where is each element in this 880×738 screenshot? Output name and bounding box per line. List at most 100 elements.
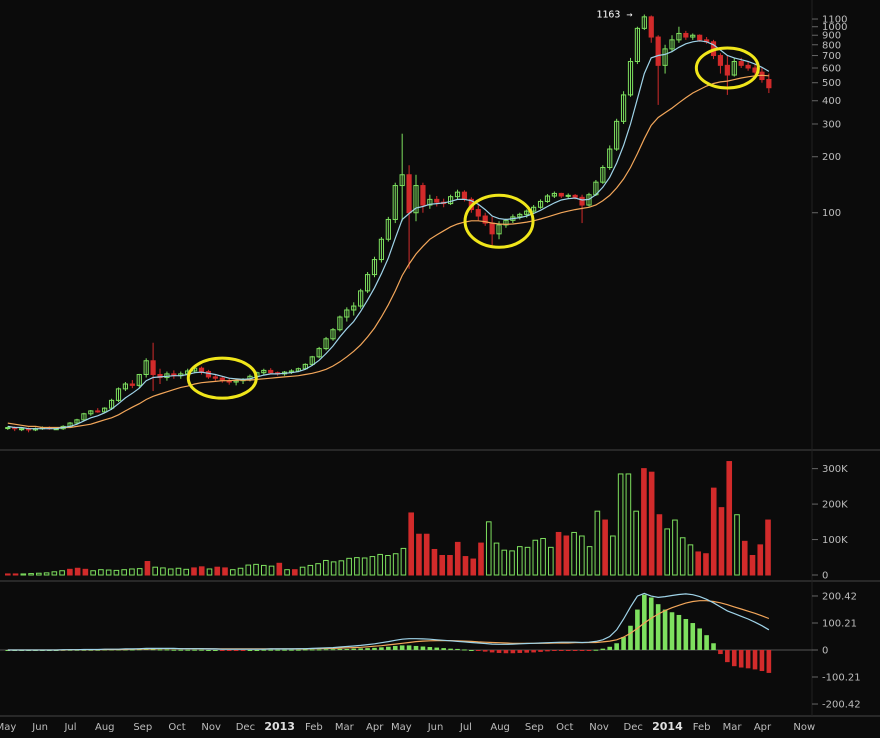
volume-bar (532, 539, 539, 576)
candle (150, 342, 156, 392)
volume-bar (160, 567, 166, 576)
candle (551, 191, 557, 199)
volume-bar (276, 562, 283, 576)
candle (330, 328, 336, 341)
volume-bar (726, 461, 733, 576)
candle-body (489, 222, 495, 235)
candle-body (81, 413, 87, 421)
volume-bar (129, 568, 135, 576)
x-axis-label: May (0, 722, 16, 733)
candle (371, 256, 378, 278)
price-y-tick-label: 100 (822, 208, 841, 219)
macd-histogram-bar (130, 649, 135, 651)
macd-histogram-bar (683, 619, 689, 650)
candle-body (627, 61, 634, 96)
volume-bar (113, 569, 120, 576)
macd-histogram-bar (268, 649, 274, 651)
highlight-circles (186, 46, 760, 400)
ma-fast-line (7, 40, 770, 430)
candle-body (448, 196, 454, 205)
volume-bar (284, 569, 290, 576)
candle-body (5, 427, 11, 430)
highlight-ellipse (186, 356, 258, 400)
candle (683, 30, 689, 40)
candle-body (537, 200, 544, 208)
x-axis-label: Sep (133, 722, 152, 733)
macd-histogram-bar (330, 649, 336, 651)
candle-body (74, 419, 80, 424)
macd-line (7, 592, 770, 651)
candle-body (614, 120, 620, 150)
macd-histogram-bar (275, 649, 280, 651)
candle (745, 61, 751, 71)
macd-histogram-bar (386, 646, 391, 650)
macd-y-tick-label: 200.42 (822, 591, 857, 602)
candle (323, 336, 329, 351)
macd-histogram-bar (247, 650, 253, 651)
macd-histogram-bar (226, 650, 232, 651)
macd-histogram-bar (399, 645, 405, 650)
price-y-tick-label: 900 (822, 31, 841, 42)
candle-body (669, 39, 675, 50)
volume-bar (672, 519, 678, 576)
volume-bar (586, 546, 593, 576)
volume-bar (385, 555, 391, 576)
volume-bar (695, 551, 702, 576)
candle (392, 182, 398, 224)
volume-bar (74, 567, 81, 576)
candle (731, 57, 737, 77)
volume-bar (648, 471, 655, 576)
volume-bar (20, 573, 27, 576)
panel-separators (0, 0, 880, 717)
macd-histogram-bar (586, 650, 592, 651)
volume-bar (5, 573, 11, 576)
macd-histogram-bar (655, 604, 661, 650)
volume-bar (144, 561, 151, 576)
candle-body (655, 36, 661, 66)
candle (316, 346, 322, 359)
candle (212, 374, 218, 381)
candle-body (544, 195, 551, 202)
candle (620, 91, 627, 124)
volume-bar (229, 569, 236, 576)
volume-bar (555, 531, 562, 576)
candle (448, 194, 454, 206)
macd-histogram-bar (669, 612, 675, 650)
candle-body (551, 192, 557, 197)
volume-bar (757, 544, 764, 576)
macd-histogram-bar (296, 649, 301, 651)
macd-histogram-bar (614, 643, 619, 650)
candle-body (434, 198, 440, 203)
volume-bar (152, 566, 158, 576)
candle-body (648, 16, 654, 38)
volume-bar (571, 531, 577, 576)
volume-bar (369, 556, 376, 576)
candle-body (572, 194, 578, 198)
macd-histogram-bar (164, 649, 170, 651)
volume-bar (237, 567, 244, 576)
candle (95, 408, 101, 413)
volume-bar (439, 555, 446, 576)
x-axis-label: Feb (693, 722, 711, 733)
price-y-tick-label: 200 (822, 152, 841, 163)
volume-bar (51, 571, 58, 576)
macd-histogram-bar (697, 628, 702, 650)
candle-body (95, 410, 101, 413)
macd-histogram-bar (199, 649, 204, 651)
macd-histogram-bar (344, 648, 350, 650)
candle-body (475, 209, 481, 217)
candle-body (323, 338, 329, 350)
ma-slow-line (7, 74, 769, 429)
candle-body (205, 371, 212, 378)
volume-bar (679, 537, 686, 576)
volume-y-tick-label: 300K (822, 464, 848, 475)
candle (641, 14, 647, 31)
candle-body (309, 356, 315, 365)
candle (385, 216, 391, 242)
volume-bar (664, 528, 670, 576)
candle-body (738, 61, 744, 66)
volume-bar (323, 559, 329, 576)
macd-histogram-bar (752, 650, 758, 670)
candle-body (641, 16, 647, 29)
volume-bar (167, 568, 174, 576)
